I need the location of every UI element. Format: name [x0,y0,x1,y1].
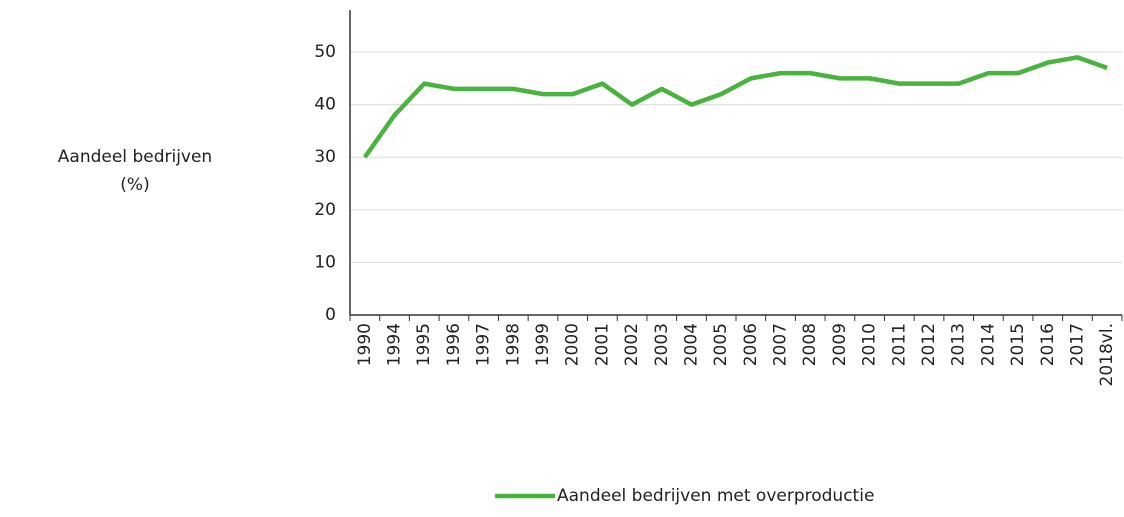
x-tick-label: 2000 [563,323,583,366]
x-tick-label: 1990 [355,323,375,366]
x-tick-label: 2009 [830,323,850,366]
x-tick-label: 2002 [622,323,642,366]
x-tick-label: 2001 [592,323,612,366]
data-line [363,55,1108,159]
x-tick-label: 2003 [652,323,672,366]
y-tick-label: 20 [314,200,336,220]
x-tick-label: 2017 [1067,323,1087,366]
y-tick-label: 40 [314,95,336,115]
x-tick-label: 2016 [1038,323,1058,366]
x-tick-label: 2013 [949,323,969,366]
x-tick-label: 1999 [533,323,553,366]
y-axis-label: Aandeel bedrijven [58,147,212,167]
x-tick-label: 1994 [385,323,405,366]
x-tick-label: 2018vl. [1097,323,1117,386]
y-tick-label: 50 [314,42,336,62]
x-tick-label: 1996 [444,323,464,366]
x-tick-label: 2008 [800,323,820,366]
x-tick-label: 1997 [474,323,494,366]
y-tick-label: 0 [325,305,336,325]
y-axis-label: (%) [120,175,149,195]
x-tick-label: 2004 [681,323,701,366]
x-tick-label: 2005 [711,323,731,366]
x-tick-label: 2011 [889,323,909,366]
y-tick-label: 10 [314,252,336,272]
x-tick-label: 2014 [978,323,998,366]
y-tick-label: 30 [314,147,336,167]
legend-label: Aandeel bedrijven met overproductie [557,486,874,506]
x-tick-label: 2007 [771,323,791,366]
x-tick-label: 2006 [741,323,761,366]
x-tick-label: 2010 [860,323,880,366]
x-tick-label: 2015 [1008,323,1028,366]
x-tick-label: 1998 [503,323,523,366]
x-tick-label: 2012 [919,323,939,366]
x-tick-label: 1995 [414,323,434,366]
